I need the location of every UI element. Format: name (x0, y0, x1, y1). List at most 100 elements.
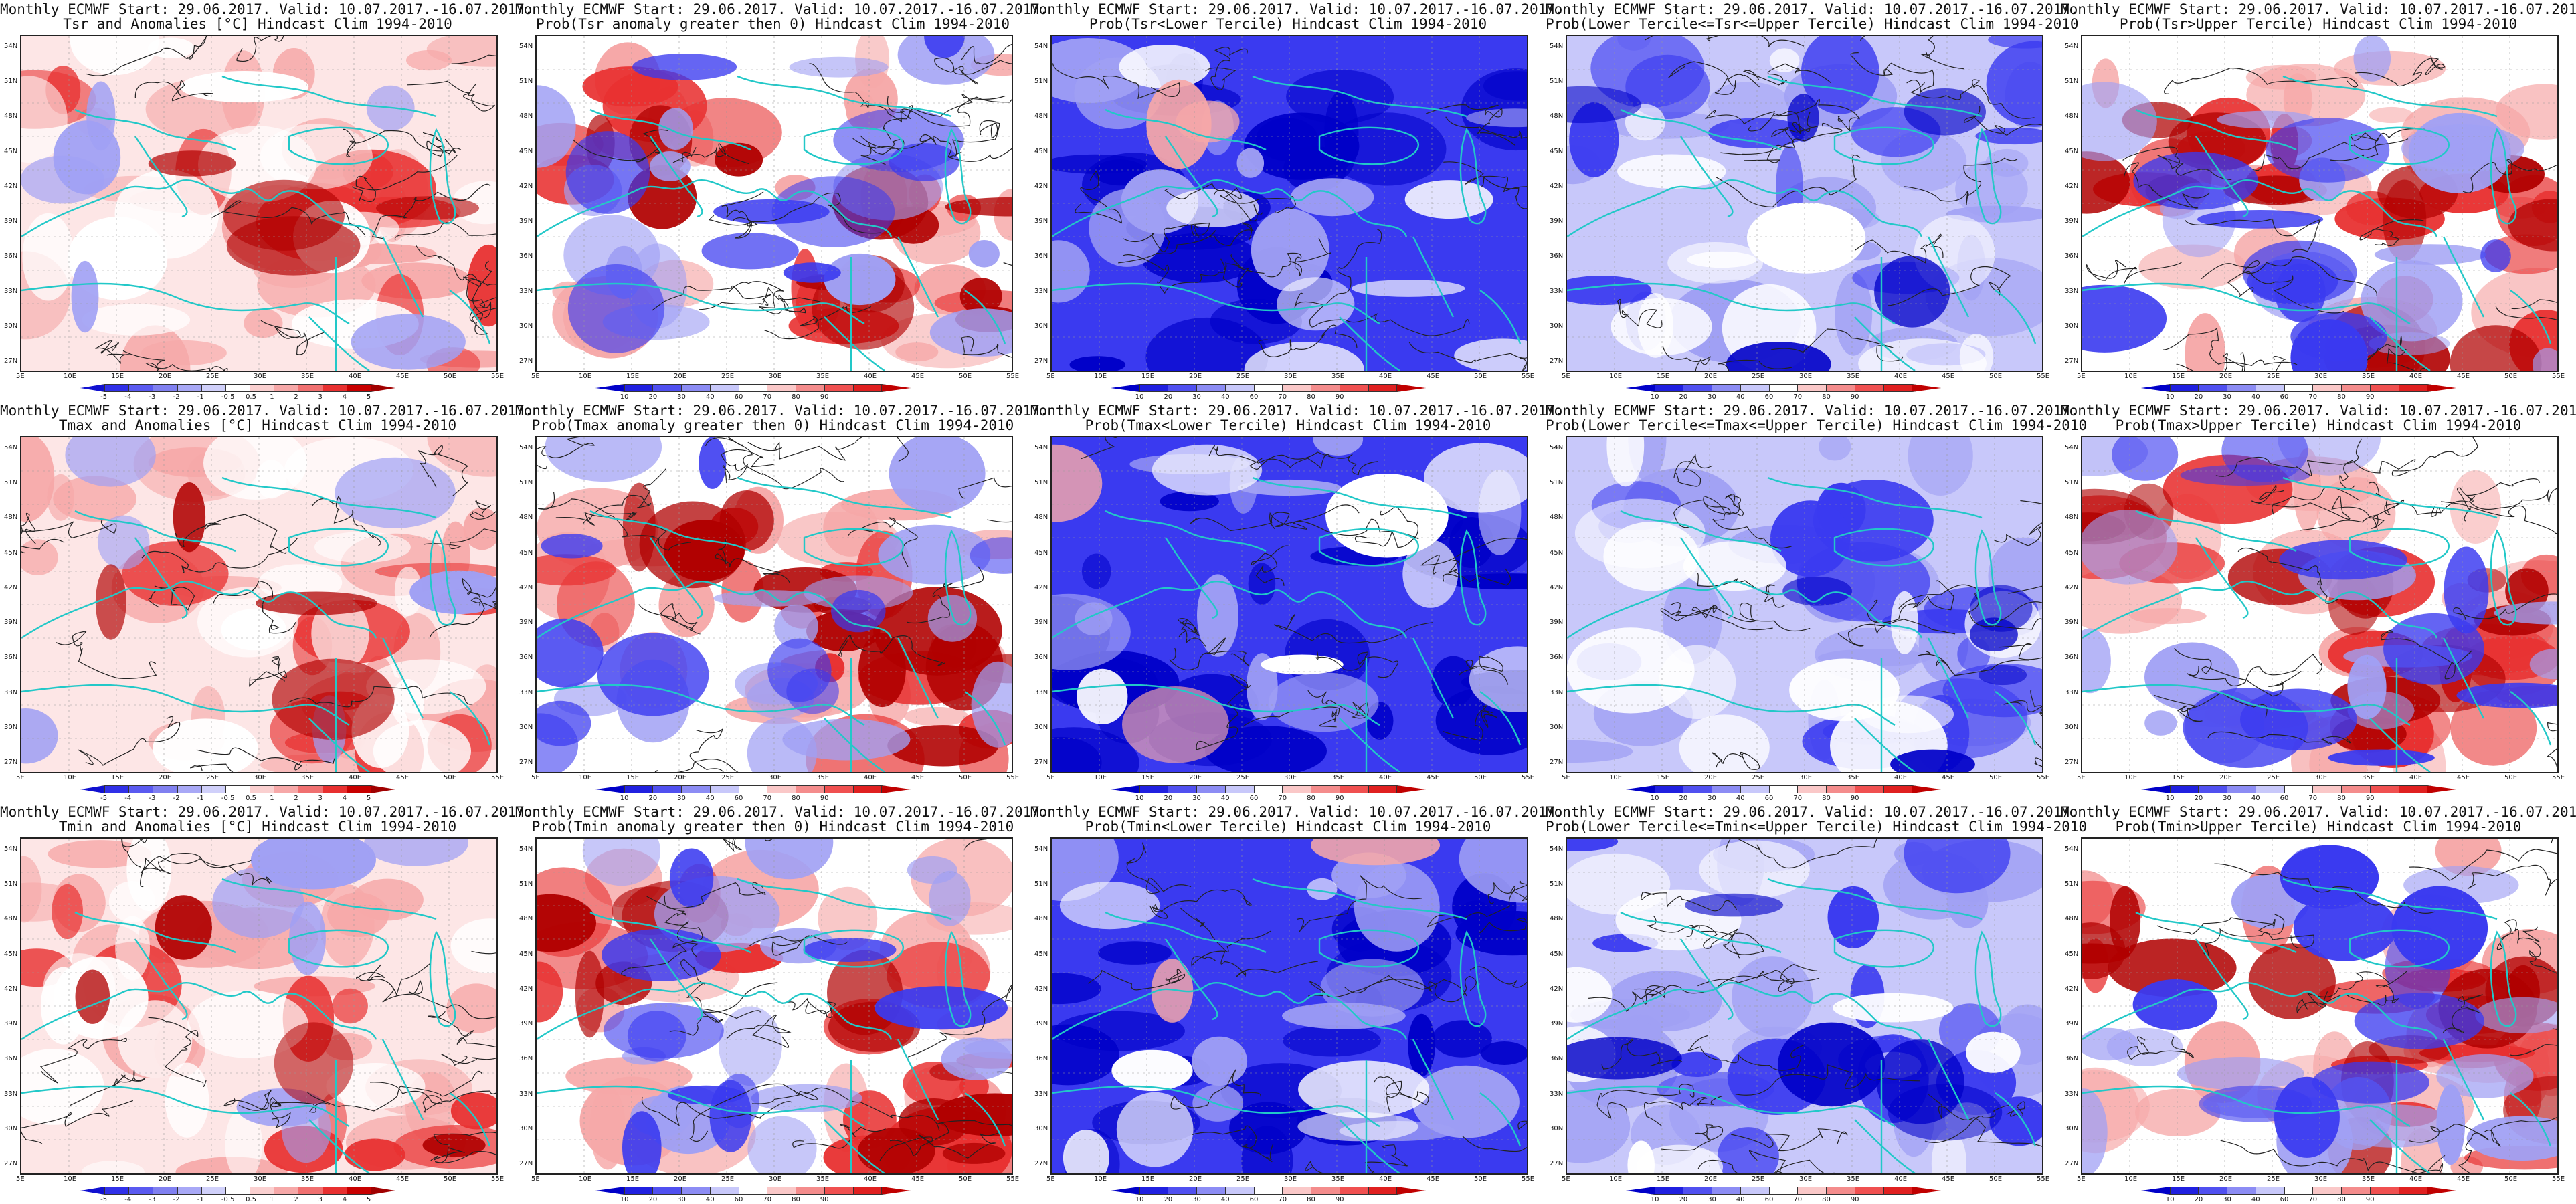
longitude-label: 55E (2552, 1175, 2565, 1183)
coastline (449, 691, 491, 746)
colorbar-tick-label: 30 (2223, 393, 2231, 401)
colorbar-tick-label: 2 (294, 393, 298, 401)
coastline (944, 128, 972, 225)
colorbar-tick-label: 90 (2365, 393, 2375, 401)
coastline (308, 718, 370, 772)
longitude-label: 10E (1094, 1175, 1107, 1183)
latitude-label: 42N (519, 182, 533, 190)
colorbar-segment (1712, 1187, 1741, 1195)
temperature-contour (21, 1100, 134, 1145)
longitude-label: 10E (579, 1175, 592, 1183)
temperature-contour (1149, 889, 1252, 919)
shaded-area (1352, 280, 1465, 297)
temperature-contour (689, 1083, 818, 1142)
colorbar-segment (104, 785, 130, 793)
temperature-contour (1712, 751, 1760, 770)
coastline (737, 476, 952, 519)
panel-title-line2: Prob(Lower Tercile<=Tsr<=Upper Tercile) … (1546, 16, 2079, 32)
colorbar-tick-label: -4 (124, 795, 132, 802)
colorbar-segment (1683, 384, 1713, 392)
colorbar-segment (595, 1187, 625, 1195)
colorbar-segment (2398, 384, 2428, 392)
latitude-label: 27N (519, 759, 533, 766)
colorbar-tick-label: 20 (2194, 393, 2203, 401)
colorbar-segment (80, 1187, 106, 1195)
latitude-label: 54N (519, 845, 533, 853)
coastline (74, 911, 236, 954)
latitude-label: 33N (2065, 688, 2079, 696)
latitude-label: 30N (1550, 1124, 1564, 1132)
longitude-label: 45E (911, 774, 925, 781)
colorbar-tick-label: 40 (1220, 393, 1230, 401)
coastline (589, 108, 751, 151)
colorbar-segment (852, 785, 883, 793)
shaded-area (1283, 1025, 1381, 1057)
temperature-contour (1374, 1076, 1429, 1112)
shaded-area (1827, 886, 1879, 948)
map-panel: Monthly ECMWF Start: 29.06.2017. Valid: … (1030, 0, 1564, 401)
shaded-area (970, 537, 1012, 574)
longitude-label: 25E (721, 373, 735, 380)
colorbar-tick-label: 70 (1278, 393, 1287, 401)
shaded-area (1052, 593, 1131, 670)
latitude-label: 36N (1550, 654, 1564, 662)
coastline (2349, 528, 2450, 567)
coastline (288, 528, 389, 567)
longitude-label: 30E (254, 1175, 267, 1183)
latitude-label: 27N (1550, 759, 1564, 766)
colorbar-segment (1883, 1187, 1913, 1195)
temperature-contour (1443, 161, 1527, 193)
shaded-area (344, 1138, 405, 1171)
colorbar-segment (2141, 384, 2171, 392)
shaded-area (2082, 82, 2157, 161)
longitude-label: 10E (2124, 1175, 2138, 1183)
temperature-contour (538, 492, 667, 546)
shaded-area (803, 938, 897, 962)
coastline (1165, 136, 1218, 218)
temperature-contour (148, 1017, 207, 1087)
colorbar-segment (2141, 785, 2171, 793)
colorbar-tick-label: 40 (1736, 393, 1745, 401)
colorbar-segment (881, 1187, 911, 1195)
shaded-area (2082, 568, 2183, 634)
longitude-label: 15E (1657, 373, 1670, 380)
shaded-area (895, 342, 939, 362)
coastline (2195, 136, 2249, 218)
coastline (1680, 938, 1734, 1021)
colorbar-segment (1797, 1187, 1827, 1195)
shaded-area (783, 262, 841, 283)
longitude-label: 55E (491, 1175, 504, 1183)
colorbar-segment (1282, 785, 1312, 793)
shaded-area (2328, 1104, 2459, 1148)
longitude-label: 35E (1331, 1175, 1345, 1183)
latitude-label: 33N (1034, 287, 1048, 295)
temperature-contour (1744, 122, 1843, 163)
latitude-label: 54N (1550, 845, 1564, 853)
latitude-label: 36N (1034, 1055, 1048, 1063)
temperature-contour (654, 759, 739, 772)
colorbar-tick-label: 30 (677, 795, 686, 802)
shaded-area (2328, 749, 2435, 766)
coastline (650, 537, 703, 619)
shaded-area (537, 713, 579, 772)
temperature-contour (1205, 47, 1248, 90)
colorbar-segment (201, 785, 226, 793)
longitude-label: 25E (1752, 1175, 1765, 1183)
shaded-area (1567, 740, 1633, 763)
latitude-label: 39N (4, 619, 18, 627)
colorbar-segment (1196, 1187, 1226, 1195)
colorbar-segment (128, 384, 154, 392)
temperature-contour (2215, 438, 2363, 477)
shaded-area (1567, 839, 1619, 851)
temperature-contour (140, 856, 272, 888)
coastline (2195, 537, 2249, 619)
map-panel: Monthly ECMWF Start: 29.06.2017. Valid: … (0, 401, 533, 803)
coastline (308, 1119, 370, 1173)
temperature-contour (1249, 452, 1378, 476)
temperature-contour (2300, 499, 2405, 531)
longitude-label: 30E (2314, 774, 2328, 781)
colorbar-segment (2312, 1187, 2342, 1195)
colorbar-segment (370, 785, 395, 793)
latitude-label: 39N (519, 619, 533, 627)
colorbar-tick-label: 20 (2194, 795, 2203, 802)
